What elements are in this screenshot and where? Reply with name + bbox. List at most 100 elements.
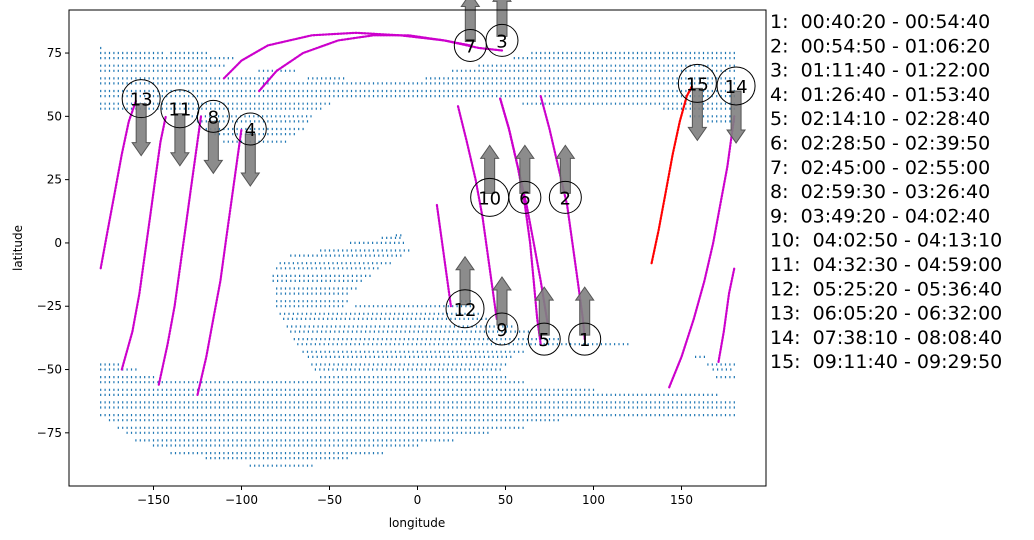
legend: 1: 00:40:20 - 00:54:402: 00:54:50 - 01:0… — [770, 11, 1002, 373]
orbit-marker-8: 8 — [196, 99, 230, 175]
track-5 — [499, 97, 542, 346]
orbit-number-2: 2 — [560, 188, 571, 209]
orbit-number-12: 12 — [454, 300, 477, 321]
y-tick-label--50: −50 — [37, 363, 62, 377]
orbit-circle-14 — [716, 66, 756, 106]
orbit-circle-10 — [470, 177, 510, 217]
direction-arrow-6 — [514, 144, 535, 194]
track-6 — [456, 105, 498, 320]
track-12 — [435, 203, 452, 308]
legend-entry-9: 9: 03:49:20 - 04:02:40 — [770, 205, 990, 227]
orbit-number-9: 9 — [496, 320, 507, 341]
coverage-region — [100, 46, 735, 467]
direction-arrow-2 — [555, 144, 576, 194]
x-tick-label--100: −100 — [225, 493, 258, 507]
orbit-marker-10: 10 — [470, 144, 510, 217]
orbit-circle-12 — [445, 289, 485, 329]
track-4 — [196, 127, 243, 396]
direction-arrow-1 — [574, 286, 595, 336]
y-tick-label-50: 50 — [47, 109, 62, 123]
orbit-number-6: 6 — [519, 188, 530, 209]
legend-entry-5: 5: 02:14:10 - 02:28:40 — [770, 108, 990, 130]
track-13 — [99, 99, 137, 270]
orbit-circle-9 — [485, 312, 519, 346]
x-axis-title: longitude — [389, 516, 446, 530]
x-tick-label-150: 150 — [670, 493, 693, 507]
orbit-number-15: 15 — [686, 74, 709, 95]
orbit-marker-14: 14 — [716, 66, 756, 144]
orbit-marker-11: 11 — [160, 89, 200, 167]
direction-arrow-11 — [169, 113, 190, 167]
orbit-marker-5: 5 — [527, 286, 561, 356]
orbit-number-8: 8 — [208, 107, 219, 128]
direction-arrow-3 — [492, 0, 512, 37]
x-tick-label-100: 100 — [582, 493, 605, 507]
direction-arrow-7 — [460, 0, 481, 42]
orbit-marker-13: 13 — [121, 79, 161, 157]
direction-arrow-13 — [131, 103, 152, 157]
y-tick-label-25: 25 — [47, 173, 62, 187]
orbit-circle-7 — [453, 28, 487, 62]
orbit-circle-4 — [233, 112, 267, 146]
track-16 — [717, 267, 736, 363]
y-tick-label--25: −25 — [37, 299, 62, 313]
orbit-marker-9: 9 — [485, 276, 519, 346]
direction-arrow-4 — [240, 133, 261, 187]
track-11 — [120, 115, 167, 371]
legend-entry-13: 13: 06:05:20 - 06:32:00 — [770, 303, 1002, 325]
direction-arrow-5 — [534, 286, 555, 336]
ground-tracks — [99, 31, 736, 396]
orbit-circle-5 — [527, 322, 561, 356]
x-tick-label--150: −150 — [137, 493, 170, 507]
orbit-number-14: 14 — [725, 77, 748, 98]
direction-arrow-8 — [203, 120, 224, 175]
orbit-number-13: 13 — [130, 90, 153, 111]
orbit-number-7: 7 — [465, 36, 476, 57]
orbit-circle-13 — [121, 79, 161, 119]
orbit-number-4: 4 — [245, 120, 256, 141]
direction-arrow-9 — [492, 276, 512, 326]
legend-entry-11: 11: 04:32:30 - 04:59:00 — [770, 254, 1002, 276]
legend-entry-8: 8: 02:59:30 - 03:26:40 — [770, 181, 990, 203]
orbit-marker-15: 15 — [677, 63, 717, 142]
orbit-circle-11 — [160, 89, 200, 129]
legend-entry-15: 15: 09:11:40 - 09:29:50 — [770, 351, 1002, 373]
x-tick-label--50: −50 — [317, 493, 342, 507]
direction-arrow-12 — [455, 255, 475, 306]
legend-entry-14: 14: 07:38:10 - 08:08:40 — [770, 327, 1002, 349]
orbit-number-11: 11 — [168, 100, 191, 121]
orbit-marker-1: 1 — [568, 286, 602, 356]
legend-entry-1: 1: 00:40:20 - 00:54:40 — [770, 11, 990, 33]
legend-entry-12: 12: 05:25:20 - 05:36:40 — [770, 278, 1002, 300]
orbit-number-5: 5 — [539, 330, 550, 351]
x-tick-label-0: 0 — [414, 493, 422, 507]
track-8 — [157, 115, 203, 386]
y-tick-label-0: 0 — [54, 236, 62, 250]
orbit-circle-2 — [548, 180, 582, 214]
orbit-marker-12: 12 — [445, 255, 485, 329]
orbit-number-1: 1 — [579, 330, 590, 351]
y-axis-title: latitude — [11, 225, 25, 271]
legend-entry-6: 6: 02:28:50 - 02:39:50 — [770, 133, 990, 155]
legend-entry-3: 3: 01:11:40 - 01:22:00 — [770, 60, 990, 82]
track-15 — [650, 84, 694, 265]
track-3 — [258, 34, 472, 93]
direction-arrow-10 — [479, 144, 500, 194]
orbit-marker-6: 6 — [508, 144, 542, 214]
orbit-marker-4: 4 — [233, 112, 267, 187]
orbit-marker-2: 2 — [548, 144, 582, 214]
x-tick-label-50: 50 — [498, 493, 513, 507]
orbit-marker-7: 7 — [453, 0, 487, 62]
orbit-circle-1 — [568, 322, 602, 356]
y-tick-label-75: 75 — [47, 46, 62, 60]
track-14 — [668, 115, 736, 389]
legend-entry-10: 10: 04:02:50 - 04:13:10 — [770, 230, 1002, 252]
orbit-number-3: 3 — [496, 31, 507, 52]
orbit-marker-3: 3 — [485, 0, 519, 57]
legend-entry-4: 4: 01:26:40 - 01:53:40 — [770, 84, 990, 106]
y-tick-label--75: −75 — [37, 426, 62, 440]
legend-entry-2: 2: 00:54:50 - 01:06:20 — [770, 35, 990, 57]
orbit-number-10: 10 — [478, 188, 501, 209]
